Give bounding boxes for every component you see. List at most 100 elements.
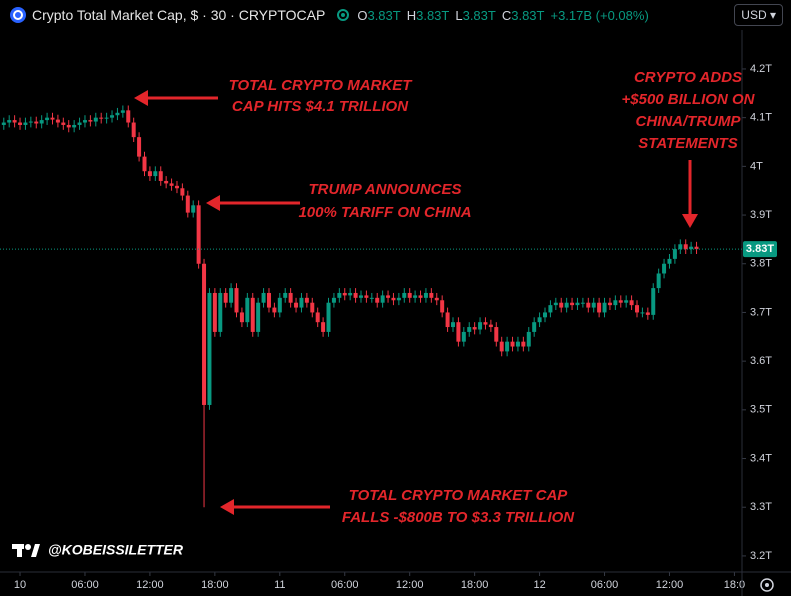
candle-body bbox=[369, 297, 374, 299]
candle-body bbox=[521, 341, 526, 347]
candle-body bbox=[288, 292, 293, 303]
candle-body bbox=[689, 246, 694, 250]
settings-icon[interactable] bbox=[760, 578, 774, 592]
candle-body bbox=[23, 122, 28, 125]
x-tick-label: 12 bbox=[533, 579, 545, 591]
candle-body bbox=[461, 331, 466, 342]
candle-body bbox=[423, 292, 428, 298]
symbol-icon bbox=[10, 7, 26, 23]
candle-body bbox=[407, 292, 412, 298]
candle-body bbox=[77, 122, 82, 125]
candle-body bbox=[321, 322, 326, 332]
candle-body bbox=[651, 288, 656, 315]
candle-body bbox=[277, 297, 282, 313]
high-value: 3.83T bbox=[416, 7, 450, 23]
candle-body bbox=[478, 322, 483, 330]
candle-body bbox=[169, 183, 174, 186]
annotation: CHINA/TRUMP bbox=[636, 113, 742, 130]
candle-body bbox=[299, 297, 304, 308]
annotation-arrows bbox=[134, 90, 698, 515]
candle-body bbox=[283, 292, 288, 298]
candle-body bbox=[683, 244, 688, 250]
candle-body bbox=[402, 292, 407, 298]
candle-body bbox=[310, 302, 315, 313]
candle-body bbox=[553, 302, 558, 306]
candle-body bbox=[50, 117, 55, 120]
candle-body bbox=[591, 302, 596, 308]
candle-body bbox=[315, 312, 320, 323]
candle-body bbox=[245, 297, 250, 323]
candle-body bbox=[110, 115, 115, 118]
candle-body bbox=[120, 110, 125, 113]
candle-body bbox=[218, 292, 223, 332]
plot: 3.2T 3.3T 3.4T 3.5T 3.6T 3.7T 3.8T 3.9T 4T 4.1T 4.… bbox=[0, 30, 791, 596]
candle-body bbox=[445, 312, 450, 328]
candle-body bbox=[635, 305, 640, 313]
candle-body bbox=[678, 244, 683, 250]
candle-body bbox=[450, 322, 455, 328]
candle-body bbox=[7, 120, 12, 123]
x-tick-label: 12:00 bbox=[656, 579, 684, 591]
candle-body bbox=[115, 112, 120, 116]
candle-body bbox=[304, 297, 309, 303]
candle-body bbox=[28, 121, 33, 123]
x-tick-label: 18:0 bbox=[724, 579, 745, 591]
currency: USD bbox=[741, 8, 767, 22]
change-value: +3.17B (+0.08%) bbox=[550, 7, 649, 23]
candle-body bbox=[294, 302, 299, 308]
candle-body bbox=[266, 292, 271, 308]
candle-body bbox=[196, 205, 201, 264]
candle-body bbox=[212, 292, 217, 332]
y-tick-label: 4.1T bbox=[750, 112, 772, 124]
high-key: H bbox=[406, 7, 417, 23]
x-tick-label: 06:00 bbox=[331, 579, 359, 591]
candle-body bbox=[1, 122, 6, 125]
candle-body bbox=[45, 117, 50, 121]
candle-body bbox=[440, 300, 445, 313]
candle-body bbox=[223, 292, 228, 303]
candle-body bbox=[229, 288, 234, 303]
candle-body bbox=[586, 302, 591, 308]
annotation: FALLS -$800B TO $3.3 TRILLION bbox=[342, 509, 575, 526]
candle-body bbox=[126, 110, 131, 123]
candle-body bbox=[640, 312, 645, 314]
candle-body bbox=[104, 117, 109, 119]
candle-body bbox=[667, 258, 672, 264]
annotation: TRUMP ANNOUNCES bbox=[308, 181, 461, 198]
x-tick-label: 18:00 bbox=[201, 579, 229, 591]
candle-body bbox=[202, 263, 207, 405]
candle-body bbox=[559, 302, 564, 308]
y-tick-label: 4.2T bbox=[750, 63, 772, 75]
annotation: TOTAL CRYPTO MARKET bbox=[229, 77, 414, 94]
last-price-label: 3.83T bbox=[746, 243, 774, 255]
open-value: 3.83T bbox=[367, 7, 401, 23]
candle-body bbox=[55, 119, 60, 123]
arrow-head bbox=[220, 499, 234, 515]
y-tick-label: 3.4T bbox=[750, 452, 772, 464]
candle-body bbox=[456, 322, 461, 342]
candle-body bbox=[564, 302, 569, 308]
x-tick-label: 10 bbox=[14, 579, 26, 591]
low-key: L bbox=[455, 7, 463, 23]
candle-body bbox=[380, 295, 385, 303]
y-tick-label: 3.3T bbox=[750, 501, 772, 513]
candle-body bbox=[153, 171, 158, 177]
y-tick-label: 4T bbox=[750, 160, 763, 172]
candle-body bbox=[331, 297, 336, 303]
candle-body bbox=[418, 295, 423, 298]
x-tick-label: 06:00 bbox=[71, 579, 99, 591]
candle-body bbox=[396, 297, 401, 301]
candle-body bbox=[337, 292, 342, 298]
candle-body bbox=[164, 180, 169, 184]
close-key: C bbox=[501, 7, 512, 23]
candle-body bbox=[391, 297, 396, 301]
candle-body bbox=[672, 249, 677, 259]
currency-select[interactable]: USD ▾ bbox=[734, 4, 783, 26]
low-value: 3.83T bbox=[462, 7, 496, 23]
candle-body bbox=[234, 288, 239, 313]
last-price-box bbox=[743, 241, 777, 258]
symbol-title: Crypto Total Market Cap, $ · 30 · CRYPTO… bbox=[32, 7, 326, 23]
arrow-head bbox=[682, 214, 698, 228]
